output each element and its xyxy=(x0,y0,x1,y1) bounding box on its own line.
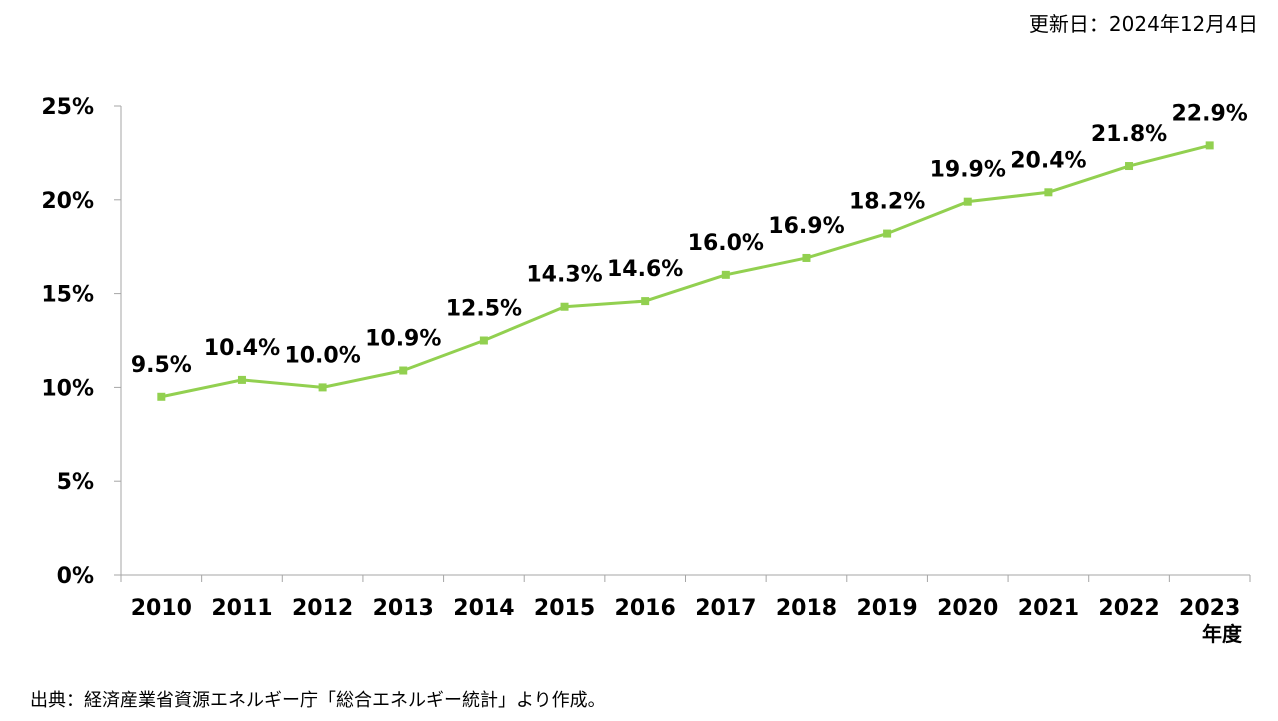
data-labels: 9.5%10.4% 10.0%10.9%12.5%14.3% 14.6%16.0%1… xyxy=(131,101,1248,377)
update-date: 更新日：2024年12月4日 xyxy=(1028,12,1258,36)
y-tick-label: 25% xyxy=(41,95,94,120)
data-point xyxy=(721,270,730,279)
x-tick-label: 2013 xyxy=(373,596,434,621)
data-point xyxy=(399,366,408,375)
data-label: 22.9% xyxy=(1172,101,1248,126)
y-tick-label: 5% xyxy=(57,470,94,495)
x-axis-unit-label: 年度 xyxy=(1202,622,1243,646)
x-tick-label: 2016 xyxy=(615,596,676,621)
data-point xyxy=(560,302,569,311)
data-label: 20.4% xyxy=(1010,148,1086,173)
data-label: 9.5% xyxy=(131,353,192,378)
data-label: 21.8% xyxy=(1091,122,1167,147)
x-tick-label: 2023 xyxy=(1179,596,1240,621)
data-point xyxy=(1044,188,1053,197)
x-tick-label: 2021 xyxy=(1018,596,1079,621)
data-point xyxy=(237,375,246,384)
y-tick-label: 15% xyxy=(41,283,94,308)
x-tick-label: 2018 xyxy=(776,596,837,621)
x-tick-label: 2012 xyxy=(292,596,353,621)
y-tick-label: 10% xyxy=(41,376,94,401)
data-label: 12.5% xyxy=(446,297,522,322)
data-label: 16.9% xyxy=(768,214,844,239)
data-point xyxy=(641,297,650,306)
x-tick-label: 2015 xyxy=(534,596,595,621)
data-label: 14.3% xyxy=(526,263,602,288)
y-axis-ticks: 0% 5% 10% 15% 20% 25% xyxy=(41,95,121,589)
data-point xyxy=(318,383,327,392)
x-tick-label: 2019 xyxy=(856,596,917,621)
data-label: 19.9% xyxy=(930,158,1006,183)
data-point xyxy=(963,197,972,206)
source-note: 出典：経済産業省資源エネルギー庁「総合エネルギー統計」より作成。 xyxy=(30,690,606,711)
data-point xyxy=(883,229,892,238)
data-point xyxy=(802,253,811,262)
x-tick-label: 2017 xyxy=(695,596,756,621)
x-axis-ticks: 2010 2011 2012 2013 2014 2015 2016 2017 2018 2019… xyxy=(120,575,1251,621)
data-label: 18.2% xyxy=(849,190,925,215)
data-label: 16.0% xyxy=(688,231,764,256)
x-tick-label: 2020 xyxy=(937,596,998,621)
y-tick-label: 0% xyxy=(57,564,94,589)
data-point xyxy=(1125,162,1134,171)
data-label: 10.0% xyxy=(284,343,360,368)
data-point xyxy=(1205,141,1214,150)
x-tick-label: 2010 xyxy=(131,596,192,621)
series xyxy=(157,141,1214,401)
data-point xyxy=(157,392,166,401)
data-point xyxy=(479,336,488,345)
data-label: 14.6% xyxy=(607,257,683,282)
series-line xyxy=(161,143,1211,399)
x-tick-label: 2011 xyxy=(211,596,272,621)
x-tick-label: 2022 xyxy=(1098,596,1159,621)
data-label: 10.9% xyxy=(365,327,441,352)
x-tick-label: 2014 xyxy=(453,596,514,621)
y-tick-label: 20% xyxy=(41,189,94,214)
data-label: 10.4% xyxy=(204,336,280,361)
axes xyxy=(120,106,1250,576)
